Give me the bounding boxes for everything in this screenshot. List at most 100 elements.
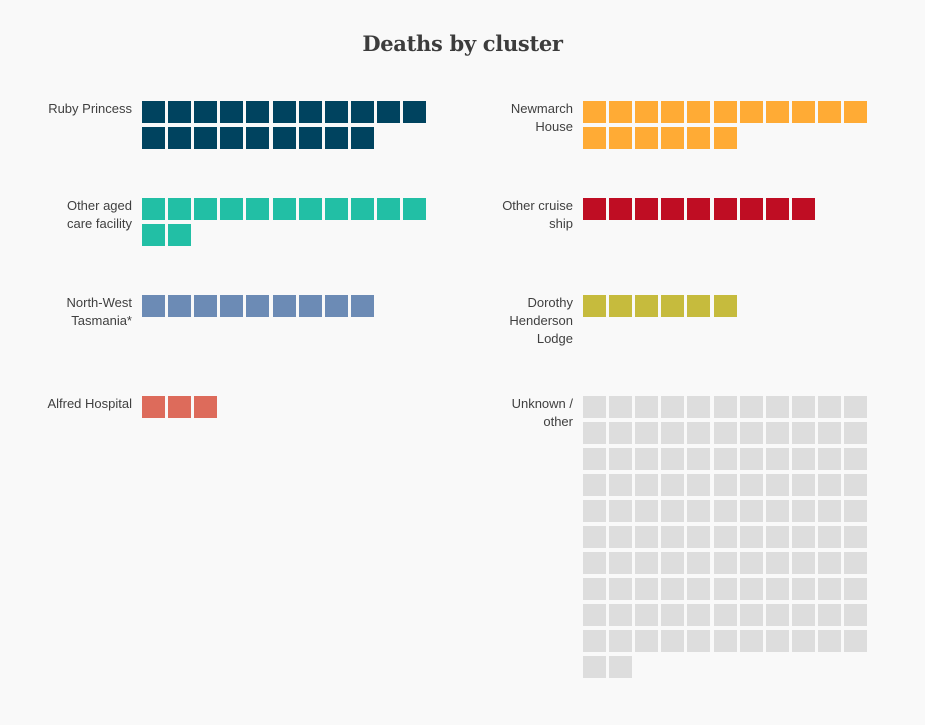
waffle-square-unknown-other [713, 422, 737, 444]
waffle-square-north-west-tasmania [350, 295, 374, 317]
label-ruby-princess: Ruby Princess [6, 100, 132, 118]
waffle-square-unknown-other [817, 422, 841, 444]
waffle-square-unknown-other [817, 396, 841, 418]
label-unknown-other: Unknown / other [447, 395, 573, 431]
waffle-square-unknown-other [844, 552, 867, 574]
waffle-square-unknown-other [609, 552, 633, 574]
label-line: Unknown / [511, 396, 573, 411]
waffle-square-unknown-other [661, 422, 685, 444]
waffle-square-unknown-other [635, 396, 659, 418]
waffle-square-other-cruise-ship [713, 198, 737, 220]
waffle-square-unknown-other [844, 422, 867, 444]
waffle-square-ruby-princess [350, 101, 374, 123]
waffle-square-unknown-other [844, 526, 867, 548]
waffle-square-unknown-other [844, 630, 867, 652]
waffle-square-unknown-other [583, 630, 606, 652]
waffle-square-unknown-other [844, 578, 867, 600]
waffle-square-unknown-other [791, 448, 815, 470]
waffle-square-unknown-other [713, 526, 737, 548]
waffle-square-unknown-other [713, 630, 737, 652]
waffle-square-dorothy-henderson-lodge [661, 295, 685, 317]
waffle-square-unknown-other [791, 500, 815, 522]
waffle-square-unknown-other [844, 396, 867, 418]
waffle-square-ruby-princess [194, 127, 218, 149]
waffle-square-ruby-princess [142, 101, 165, 123]
waffle-square-unknown-other [817, 526, 841, 548]
waffle-square-unknown-other [739, 422, 763, 444]
waffle-square-north-west-tasmania [142, 295, 165, 317]
waffle-square-unknown-other [635, 578, 659, 600]
waffle-square-unknown-other [817, 604, 841, 626]
waffle-square-unknown-other [765, 396, 789, 418]
waffle-square-alfred-hospital [168, 396, 192, 418]
waffle-square-unknown-other [817, 474, 841, 496]
waffle-square-unknown-other [765, 500, 789, 522]
label-line: Alfred Hospital [47, 396, 132, 411]
waffle-square-newmarch-house [844, 101, 867, 123]
waffle-square-unknown-other [609, 656, 633, 678]
waffle-square-dorothy-henderson-lodge [609, 295, 633, 317]
waffle-square-unknown-other [687, 448, 711, 470]
waffle-square-ruby-princess [246, 127, 270, 149]
waffle-square-unknown-other [609, 500, 633, 522]
waffle-square-unknown-other [661, 500, 685, 522]
waffle-square-unknown-other [765, 552, 789, 574]
waffle-square-unknown-other [765, 526, 789, 548]
waffle-square-unknown-other [583, 396, 606, 418]
waffle-square-unknown-other [791, 474, 815, 496]
waffle-square-unknown-other [609, 630, 633, 652]
waffle-square-unknown-other [739, 526, 763, 548]
waffle-square-north-west-tasmania [298, 295, 322, 317]
waffle-square-unknown-other [661, 604, 685, 626]
waffle-square-unknown-other [661, 448, 685, 470]
waffle-square-ruby-princess [168, 101, 192, 123]
waffle-square-newmarch-house [739, 101, 763, 123]
waffle-square-unknown-other [765, 448, 789, 470]
label-line: care facility [66, 216, 132, 231]
label-north-west-tasmania: North-West Tasmania* [6, 294, 133, 330]
waffle-square-newmarch-house [817, 101, 841, 123]
waffle-square-unknown-other [687, 630, 711, 652]
label-newmarch-house: Newmarch House [447, 100, 573, 136]
waffle-square-other-aged-care-facility [272, 198, 296, 220]
waffle-square-newmarch-house [609, 101, 633, 123]
waffle-square-unknown-other [609, 474, 633, 496]
label-line: Dorothy [527, 295, 573, 310]
waffle-square-other-aged-care-facility [298, 198, 322, 220]
waffle-square-unknown-other [635, 604, 659, 626]
waffle-square-other-cruise-ship [635, 198, 659, 220]
waffle-square-unknown-other [739, 500, 763, 522]
waffle-square-unknown-other [817, 448, 841, 470]
waffle-square-unknown-other [791, 422, 815, 444]
waffle-square-unknown-other [687, 526, 711, 548]
waffle-square-unknown-other [739, 396, 763, 418]
waffle-square-unknown-other [739, 448, 763, 470]
waffle-square-unknown-other [635, 552, 659, 574]
waffle-square-other-aged-care-facility [168, 198, 192, 220]
waffle-square-ruby-princess [403, 101, 426, 123]
waffle-square-unknown-other [817, 552, 841, 574]
waffle-square-unknown-other [713, 448, 737, 470]
waffle-square-other-aged-care-facility [168, 224, 192, 246]
waffle-square-unknown-other [635, 526, 659, 548]
waffle-square-unknown-other [713, 552, 737, 574]
waffle-square-unknown-other [765, 578, 789, 600]
waffle-square-ruby-princess [246, 101, 270, 123]
label-line: Lodge [536, 331, 573, 346]
waffle-square-unknown-other [739, 604, 763, 626]
waffle-square-newmarch-house [583, 101, 606, 123]
waffle-square-other-aged-care-facility [403, 198, 426, 220]
label-alfred-hospital: Alfred Hospital [6, 395, 132, 413]
waffle-square-unknown-other [765, 630, 789, 652]
waffle-square-unknown-other [635, 448, 659, 470]
waffle-square-unknown-other [687, 396, 711, 418]
waffle-square-unknown-other [635, 422, 659, 444]
waffle-square-other-cruise-ship [739, 198, 763, 220]
waffle-square-north-west-tasmania [168, 295, 192, 317]
label-line: Tasmania* [71, 313, 132, 328]
waffle-square-unknown-other [844, 474, 867, 496]
waffle-square-north-west-tasmania [272, 295, 296, 317]
waffle-square-unknown-other [739, 552, 763, 574]
waffle-square-newmarch-house [609, 127, 633, 149]
waffle-square-unknown-other [687, 422, 711, 444]
